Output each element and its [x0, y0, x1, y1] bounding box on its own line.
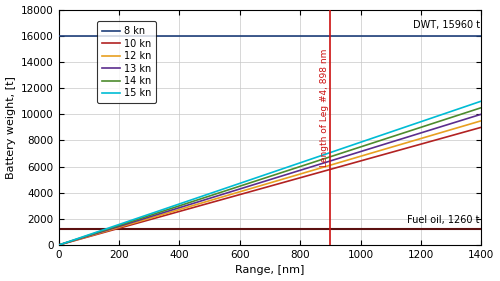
Y-axis label: Battery weight, [t]: Battery weight, [t] — [6, 76, 16, 179]
8 kn — [478, 35, 484, 38]
14 kn — [478, 106, 484, 109]
15 kn — [99, 229, 105, 232]
8 kn — [386, 35, 392, 38]
13 kn — [56, 243, 62, 247]
13 kn — [226, 191, 232, 194]
Line: 15 kn: 15 kn — [58, 101, 482, 245]
14 kn — [56, 243, 62, 247]
8 kn — [56, 35, 62, 38]
X-axis label: Range, [nm]: Range, [nm] — [236, 266, 304, 275]
10 kn — [99, 231, 105, 235]
Line: 10 kn: 10 kn — [58, 127, 482, 245]
15 kn — [56, 243, 62, 247]
8 kn — [242, 35, 248, 38]
Line: 13 kn: 13 kn — [58, 114, 482, 245]
14 kn — [99, 229, 105, 233]
13 kn — [386, 141, 392, 145]
Text: Length of Leg #4, 898 nm: Length of Leg #4, 898 nm — [320, 49, 329, 167]
12 kn — [56, 243, 62, 247]
15 kn — [393, 128, 399, 132]
12 kn — [386, 146, 392, 150]
10 kn — [346, 162, 352, 166]
12 kn — [242, 189, 248, 192]
12 kn — [393, 144, 399, 148]
15 kn — [346, 144, 352, 148]
15 kn — [386, 131, 392, 135]
10 kn — [386, 151, 392, 155]
13 kn — [242, 186, 248, 189]
Legend: 8 kn, 10 kn, 12 kn, 13 kn, 14 kn, 15 kn: 8 kn, 10 kn, 12 kn, 13 kn, 14 kn, 15 kn — [98, 21, 156, 103]
Text: DWT, 15960 t: DWT, 15960 t — [412, 20, 480, 30]
8 kn — [346, 35, 352, 38]
15 kn — [242, 180, 248, 183]
12 kn — [99, 231, 105, 234]
10 kn — [393, 149, 399, 153]
8 kn — [99, 35, 105, 38]
Line: 12 kn: 12 kn — [58, 121, 482, 245]
12 kn — [478, 119, 484, 123]
12 kn — [346, 158, 352, 161]
8 kn — [393, 35, 399, 38]
15 kn — [226, 185, 232, 189]
10 kn — [56, 243, 62, 247]
14 kn — [226, 188, 232, 191]
13 kn — [478, 112, 484, 116]
10 kn — [478, 126, 484, 129]
14 kn — [242, 183, 248, 186]
14 kn — [393, 134, 399, 137]
10 kn — [242, 191, 248, 195]
13 kn — [393, 139, 399, 142]
14 kn — [386, 136, 392, 140]
Line: 14 kn: 14 kn — [58, 108, 482, 245]
Text: Fuel oil, 1260 t: Fuel oil, 1260 t — [408, 215, 480, 225]
8 kn — [226, 35, 232, 38]
14 kn — [346, 149, 352, 152]
12 kn — [226, 193, 232, 196]
13 kn — [346, 153, 352, 157]
15 kn — [478, 99, 484, 103]
10 kn — [226, 196, 232, 199]
13 kn — [99, 230, 105, 233]
